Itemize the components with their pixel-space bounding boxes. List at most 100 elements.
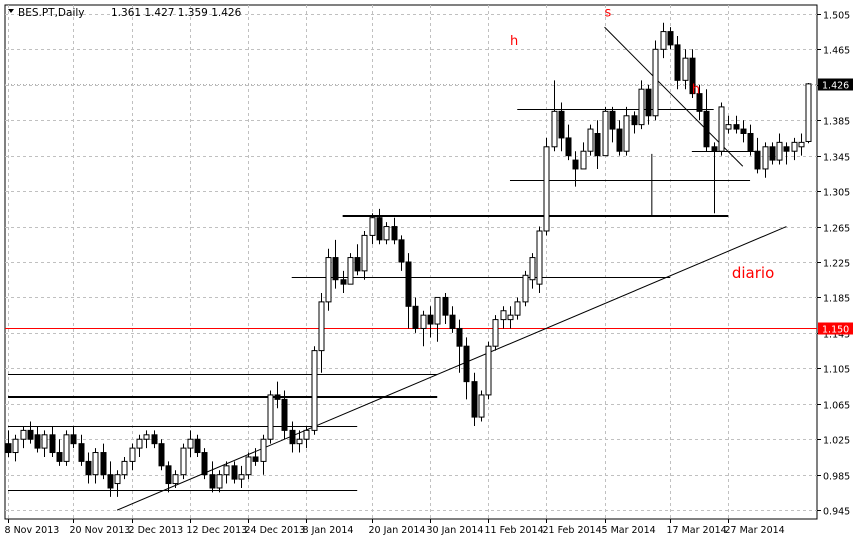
candle-body-bear bbox=[427, 314, 434, 325]
candle-body-bull bbox=[500, 310, 507, 321]
price-tick-label: 0.985 bbox=[823, 472, 850, 483]
candle-body-bull bbox=[347, 257, 354, 285]
candle-body-bull bbox=[478, 394, 485, 418]
candle-body-bull bbox=[507, 314, 514, 321]
candle-body-bull bbox=[514, 301, 521, 316]
price-tick-label: 1.385 bbox=[823, 117, 850, 128]
price-tick-label: 1.065 bbox=[823, 401, 850, 412]
time-tick-label: 20 Jan 2014 bbox=[369, 525, 426, 535]
price-tick-label: 1.025 bbox=[823, 436, 850, 447]
current-price-box bbox=[818, 78, 853, 91]
candle-body-bull bbox=[311, 350, 318, 431]
candle-body-bear bbox=[391, 226, 398, 241]
candle-body-bear bbox=[274, 394, 281, 400]
current-price-label: 1.426 bbox=[822, 81, 849, 92]
chevron-down-icon[interactable] bbox=[8, 9, 14, 13]
candle-body-bull bbox=[129, 447, 136, 462]
candle-body-bear bbox=[376, 217, 383, 241]
candle-body-bull bbox=[682, 57, 689, 81]
candle-body-bear bbox=[107, 474, 114, 489]
candle-body-bull bbox=[41, 434, 48, 449]
candle-body-bull bbox=[580, 150, 587, 170]
candle-body-bull bbox=[20, 429, 27, 440]
candle-body-bear bbox=[412, 305, 419, 329]
candle-body-bear bbox=[711, 146, 718, 152]
time-tick-label: 8 Nov 2013 bbox=[5, 525, 60, 535]
candle-body-bear bbox=[165, 465, 172, 485]
candle-body-bull bbox=[718, 106, 725, 152]
candle-body-bear bbox=[209, 474, 216, 489]
price-tick-label: 1.145 bbox=[823, 330, 850, 341]
candle-body-bear bbox=[783, 146, 790, 152]
price-tick-label: 1.105 bbox=[823, 365, 850, 376]
candle-body-bear bbox=[740, 128, 747, 135]
price-tick-label: 1.465 bbox=[823, 46, 850, 57]
candle-body-bull bbox=[536, 230, 543, 285]
annotations: s h h diario bbox=[510, 6, 774, 282]
candle-body-bear bbox=[78, 443, 85, 462]
time-tick-label: 8 Jan 2014 bbox=[303, 525, 354, 535]
annotation-label: h bbox=[692, 83, 700, 98]
time-tick-label: 2 Dec 2013 bbox=[129, 525, 184, 535]
candle-body-bear bbox=[471, 381, 478, 418]
red-level-box bbox=[818, 322, 853, 335]
time-tick-label: 11 Feb 2014 bbox=[485, 525, 544, 535]
candle-body-bull bbox=[522, 274, 529, 303]
ohlc-label: 1.361 1.427 1.359 1.426 bbox=[111, 7, 242, 19]
candle-body-bull bbox=[383, 226, 390, 241]
candle-body-bull bbox=[114, 474, 121, 485]
price-tick-label: 1.225 bbox=[823, 259, 850, 270]
candle-body-bear bbox=[151, 434, 158, 445]
candle-body-bear bbox=[463, 345, 470, 383]
candle-body-bull bbox=[551, 110, 558, 148]
candle-body-bull bbox=[143, 434, 150, 440]
time-tick-label: 12 Dec 2013 bbox=[187, 525, 248, 535]
symbol-label: BES.PT,Daily bbox=[18, 7, 85, 19]
candle-body-bear bbox=[645, 88, 652, 117]
candle-body-bear bbox=[674, 44, 681, 81]
candle-body-bear bbox=[769, 146, 776, 161]
candle-body-bear bbox=[449, 314, 456, 329]
candle-body-bull bbox=[652, 48, 659, 117]
candle-body-bear bbox=[754, 150, 761, 170]
price-tick-label: 1.265 bbox=[823, 224, 850, 235]
candle-body-bear bbox=[456, 327, 463, 347]
candle-body-bear bbox=[558, 110, 565, 139]
price-tick-label: 1.305 bbox=[823, 188, 850, 199]
candle-body-bear bbox=[703, 110, 710, 148]
candle-body-bear bbox=[27, 429, 34, 440]
candle-body-bull bbox=[638, 88, 645, 126]
candle-body-bear bbox=[405, 261, 412, 307]
candle-body-bull bbox=[623, 115, 630, 152]
candle-body-bull bbox=[762, 146, 769, 170]
candle-body-bull bbox=[529, 257, 536, 281]
candle-body-bull bbox=[260, 438, 267, 462]
candle-body-bear bbox=[194, 438, 201, 454]
candle-body-bear bbox=[5, 443, 12, 454]
candle-body-bull bbox=[216, 474, 223, 489]
candle-body-bear bbox=[201, 452, 208, 476]
candle-body-bear bbox=[281, 398, 288, 431]
price-tick-label: 1.185 bbox=[823, 294, 850, 305]
candle-body-bear bbox=[340, 279, 347, 285]
candle-body-bear bbox=[85, 460, 92, 476]
candle-body-bear bbox=[354, 257, 361, 272]
candle-body-bear bbox=[100, 452, 107, 476]
candle-body-bull bbox=[245, 456, 252, 476]
candle-body-bull bbox=[776, 141, 783, 161]
chart-header: BES.PT,Daily 1.361 1.427 1.359 1.426 bbox=[8, 7, 242, 19]
candle-body-bear bbox=[616, 128, 623, 152]
candle-body-bear bbox=[158, 443, 165, 467]
annotation-label: diario bbox=[732, 264, 774, 282]
candle-body-bull bbox=[63, 434, 70, 462]
price-tick-label: 0.945 bbox=[823, 507, 850, 518]
candle-body-bear bbox=[70, 434, 77, 445]
candle-body-bull bbox=[136, 438, 143, 449]
candles bbox=[5, 22, 812, 497]
candle-body-bear bbox=[667, 31, 674, 46]
candle-body-bear bbox=[594, 133, 601, 157]
candle-body-bull bbox=[805, 83, 812, 142]
candle-body-bull bbox=[238, 474, 245, 480]
